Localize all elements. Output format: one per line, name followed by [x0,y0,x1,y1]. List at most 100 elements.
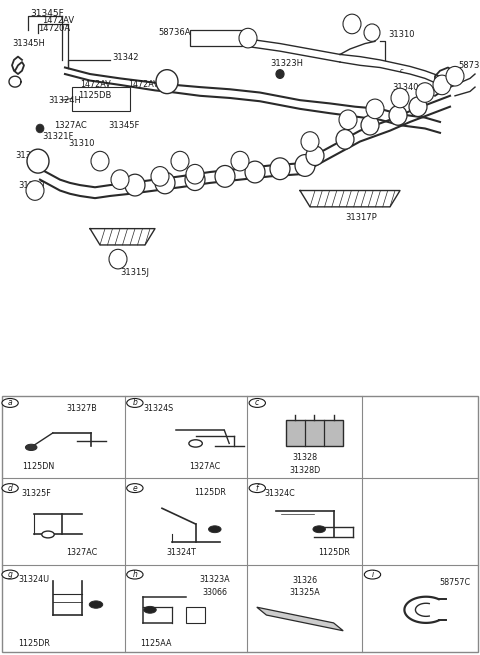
Text: 31317P: 31317P [345,214,377,222]
Circle shape [336,130,354,149]
Circle shape [446,66,464,86]
Text: 1125DB: 1125DB [78,91,111,100]
Text: f: f [441,81,444,90]
Text: 14720A: 14720A [38,24,70,33]
Text: 1472AV: 1472AV [42,16,74,25]
Text: 31315J: 31315J [120,268,149,276]
Text: f: f [256,483,259,493]
Circle shape [42,531,54,538]
Circle shape [25,444,37,451]
Circle shape [239,28,257,48]
Text: 31323A: 31323A [200,574,230,584]
Text: c: c [158,172,162,181]
Bar [72,87,130,111]
Text: 31326: 31326 [292,576,317,585]
Circle shape [109,250,127,269]
Circle shape [249,398,265,407]
Text: 1472AV: 1472AV [128,81,159,90]
Circle shape [111,170,129,189]
Text: 31324C: 31324C [264,489,295,498]
Text: c: c [346,115,350,124]
Text: 58736A: 58736A [158,28,191,37]
Text: 31325F: 31325F [21,489,51,498]
Circle shape [361,115,379,135]
Text: h: h [132,570,137,579]
Text: e: e [372,104,378,113]
Circle shape [127,398,143,407]
Text: 1327AC: 1327AC [66,548,97,557]
Text: d: d [8,483,12,493]
Bar [186,607,205,623]
Text: 31340: 31340 [18,181,45,189]
Text: 1125DR: 1125DR [194,488,226,497]
Circle shape [186,164,204,184]
Circle shape [2,483,18,493]
Circle shape [409,97,427,117]
Text: A: A [34,156,42,166]
Text: 31324H: 31324H [48,96,81,105]
Circle shape [389,105,407,125]
Text: 1125AA: 1125AA [140,639,172,648]
Circle shape [249,483,265,493]
Text: c: c [116,255,120,263]
Text: d: d [307,137,312,146]
Text: 31324S: 31324S [143,404,174,413]
Text: 31345F: 31345F [108,121,139,130]
Text: c: c [370,28,374,37]
Text: 31345H: 31345H [12,39,45,48]
Circle shape [245,161,265,183]
Circle shape [306,146,324,166]
Circle shape [127,483,143,493]
Text: 33066: 33066 [202,588,228,597]
Text: 1125DN: 1125DN [22,462,55,471]
Circle shape [366,99,384,119]
Text: 31325A: 31325A [289,588,320,597]
Circle shape [313,526,325,533]
Circle shape [391,88,409,108]
Text: 31340: 31340 [392,83,419,92]
Circle shape [89,601,103,608]
Circle shape [171,151,189,171]
Circle shape [36,124,44,133]
Text: A: A [163,77,171,86]
Circle shape [125,174,145,196]
Circle shape [26,181,44,200]
Text: g: g [397,94,403,102]
Circle shape [189,440,203,447]
Bar [190,31,242,46]
Text: c: c [192,170,197,179]
Circle shape [433,75,451,95]
Circle shape [144,607,156,613]
Text: 31345F: 31345F [30,9,64,18]
Text: 1472AV: 1472AV [80,81,111,90]
Circle shape [185,169,205,191]
Text: d: d [177,157,183,166]
Circle shape [276,69,284,79]
Text: 1327AC: 1327AC [190,462,221,471]
Polygon shape [257,607,343,631]
Text: 31301A: 31301A [15,151,47,160]
Text: 1125DR: 1125DR [318,548,349,557]
Text: 31310: 31310 [388,30,415,39]
Text: 1125DR: 1125DR [18,639,49,648]
Circle shape [151,166,169,186]
Text: 31324T: 31324T [166,548,196,557]
Circle shape [231,151,249,171]
Text: a: a [97,157,103,166]
Text: 31328D: 31328D [289,466,321,475]
Circle shape [2,570,18,579]
Text: c: c [453,71,457,81]
Text: 31321F: 31321F [42,132,73,141]
Text: b: b [32,186,38,195]
Circle shape [155,172,175,194]
Text: 31328: 31328 [292,453,317,462]
Circle shape [127,570,143,579]
Text: 31323H: 31323H [270,59,303,67]
Text: c: c [118,175,122,184]
Circle shape [215,166,235,187]
Text: i: i [372,570,373,579]
Text: i: i [247,33,249,43]
Text: 31310: 31310 [68,140,95,148]
Bar [286,420,343,446]
Text: c: c [255,398,259,407]
